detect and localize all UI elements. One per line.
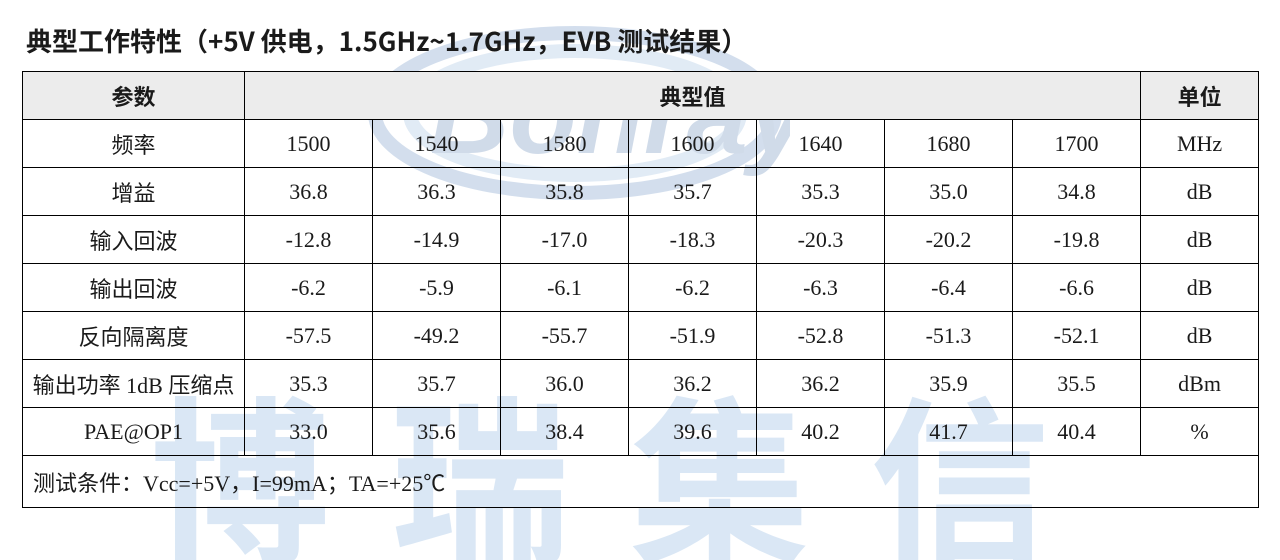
value-cell: 36.0	[501, 360, 629, 408]
table-row: 频率1500154015801600164016801700MHz	[23, 120, 1259, 168]
value-cell: 36.8	[245, 168, 373, 216]
section-title: 典型工作特性（+5V 供电，1.5GHz~1.7GHz，EVB 测试结果）	[26, 22, 1258, 59]
value-cell: 41.7	[885, 408, 1013, 456]
value-cell: -6.6	[1013, 264, 1141, 312]
unit-cell: dBm	[1141, 360, 1259, 408]
value-cell: 35.3	[245, 360, 373, 408]
unit-cell: MHz	[1141, 120, 1259, 168]
value-cell: -17.0	[501, 216, 629, 264]
value-cell: -51.9	[629, 312, 757, 360]
unit-cell: %	[1141, 408, 1259, 456]
value-cell: -6.4	[885, 264, 1013, 312]
unit-cell: dB	[1141, 312, 1259, 360]
value-cell: 36.2	[757, 360, 885, 408]
value-cell: -6.2	[245, 264, 373, 312]
unit-cell: dB	[1141, 168, 1259, 216]
value-cell: 35.7	[373, 360, 501, 408]
value-cell: -52.8	[757, 312, 885, 360]
value-cell: -20.3	[757, 216, 885, 264]
table-row: 输出回波-6.2-5.9-6.1-6.2-6.3-6.4-6.6dB	[23, 264, 1259, 312]
footnote-cell: 测试条件：Vcc=+5V，I=99mA；TA=+25℃	[23, 456, 1259, 508]
value-cell: 39.6	[629, 408, 757, 456]
value-cell: 38.4	[501, 408, 629, 456]
value-cell: 35.3	[757, 168, 885, 216]
value-cell: -55.7	[501, 312, 629, 360]
value-cell: 1600	[629, 120, 757, 168]
header-typical: 典型值	[245, 72, 1141, 120]
value-cell: -49.2	[373, 312, 501, 360]
param-cell: 增益	[23, 168, 245, 216]
value-cell: 35.7	[629, 168, 757, 216]
param-cell: 频率	[23, 120, 245, 168]
value-cell: 1680	[885, 120, 1013, 168]
unit-cell: dB	[1141, 264, 1259, 312]
value-cell: -18.3	[629, 216, 757, 264]
value-cell: -6.2	[629, 264, 757, 312]
value-cell: 1580	[501, 120, 629, 168]
value-cell: -51.3	[885, 312, 1013, 360]
value-cell: 36.3	[373, 168, 501, 216]
header-unit: 单位	[1141, 72, 1259, 120]
header-param: 参数	[23, 72, 245, 120]
spec-table: 参数 典型值 单位 频率1500154015801600164016801700…	[22, 71, 1259, 508]
unit-cell: dB	[1141, 216, 1259, 264]
value-cell: -52.1	[1013, 312, 1141, 360]
value-cell: 1540	[373, 120, 501, 168]
param-cell: 输出回波	[23, 264, 245, 312]
value-cell: -57.5	[245, 312, 373, 360]
table-row: 反向隔离度-57.5-49.2-55.7-51.9-52.8-51.3-52.1…	[23, 312, 1259, 360]
table-row: PAE@OP133.035.638.439.640.241.740.4%	[23, 408, 1259, 456]
table-row: 输入回波-12.8-14.9-17.0-18.3-20.3-20.2-19.8d…	[23, 216, 1259, 264]
value-cell: 36.2	[629, 360, 757, 408]
value-cell: 1700	[1013, 120, 1141, 168]
footnote-row: 测试条件：Vcc=+5V，I=99mA；TA=+25℃	[23, 456, 1259, 508]
value-cell: -6.1	[501, 264, 629, 312]
table-row: 输出功率 1dB 压缩点35.335.736.036.236.235.935.5…	[23, 360, 1259, 408]
value-cell: 1640	[757, 120, 885, 168]
value-cell: -6.3	[757, 264, 885, 312]
value-cell: 35.5	[1013, 360, 1141, 408]
param-cell: 反向隔离度	[23, 312, 245, 360]
value-cell: 33.0	[245, 408, 373, 456]
value-cell: -5.9	[373, 264, 501, 312]
table-row: 增益36.836.335.835.735.335.034.8dB	[23, 168, 1259, 216]
value-cell: 35.0	[885, 168, 1013, 216]
value-cell: 35.9	[885, 360, 1013, 408]
value-cell: 40.4	[1013, 408, 1141, 456]
value-cell: 1500	[245, 120, 373, 168]
value-cell: -19.8	[1013, 216, 1141, 264]
param-cell: 输入回波	[23, 216, 245, 264]
param-cell: PAE@OP1	[23, 408, 245, 456]
value-cell: 35.8	[501, 168, 629, 216]
value-cell: 34.8	[1013, 168, 1141, 216]
value-cell: -14.9	[373, 216, 501, 264]
value-cell: -12.8	[245, 216, 373, 264]
value-cell: 40.2	[757, 408, 885, 456]
param-cell: 输出功率 1dB 压缩点	[23, 360, 245, 408]
value-cell: -20.2	[885, 216, 1013, 264]
value-cell: 35.6	[373, 408, 501, 456]
